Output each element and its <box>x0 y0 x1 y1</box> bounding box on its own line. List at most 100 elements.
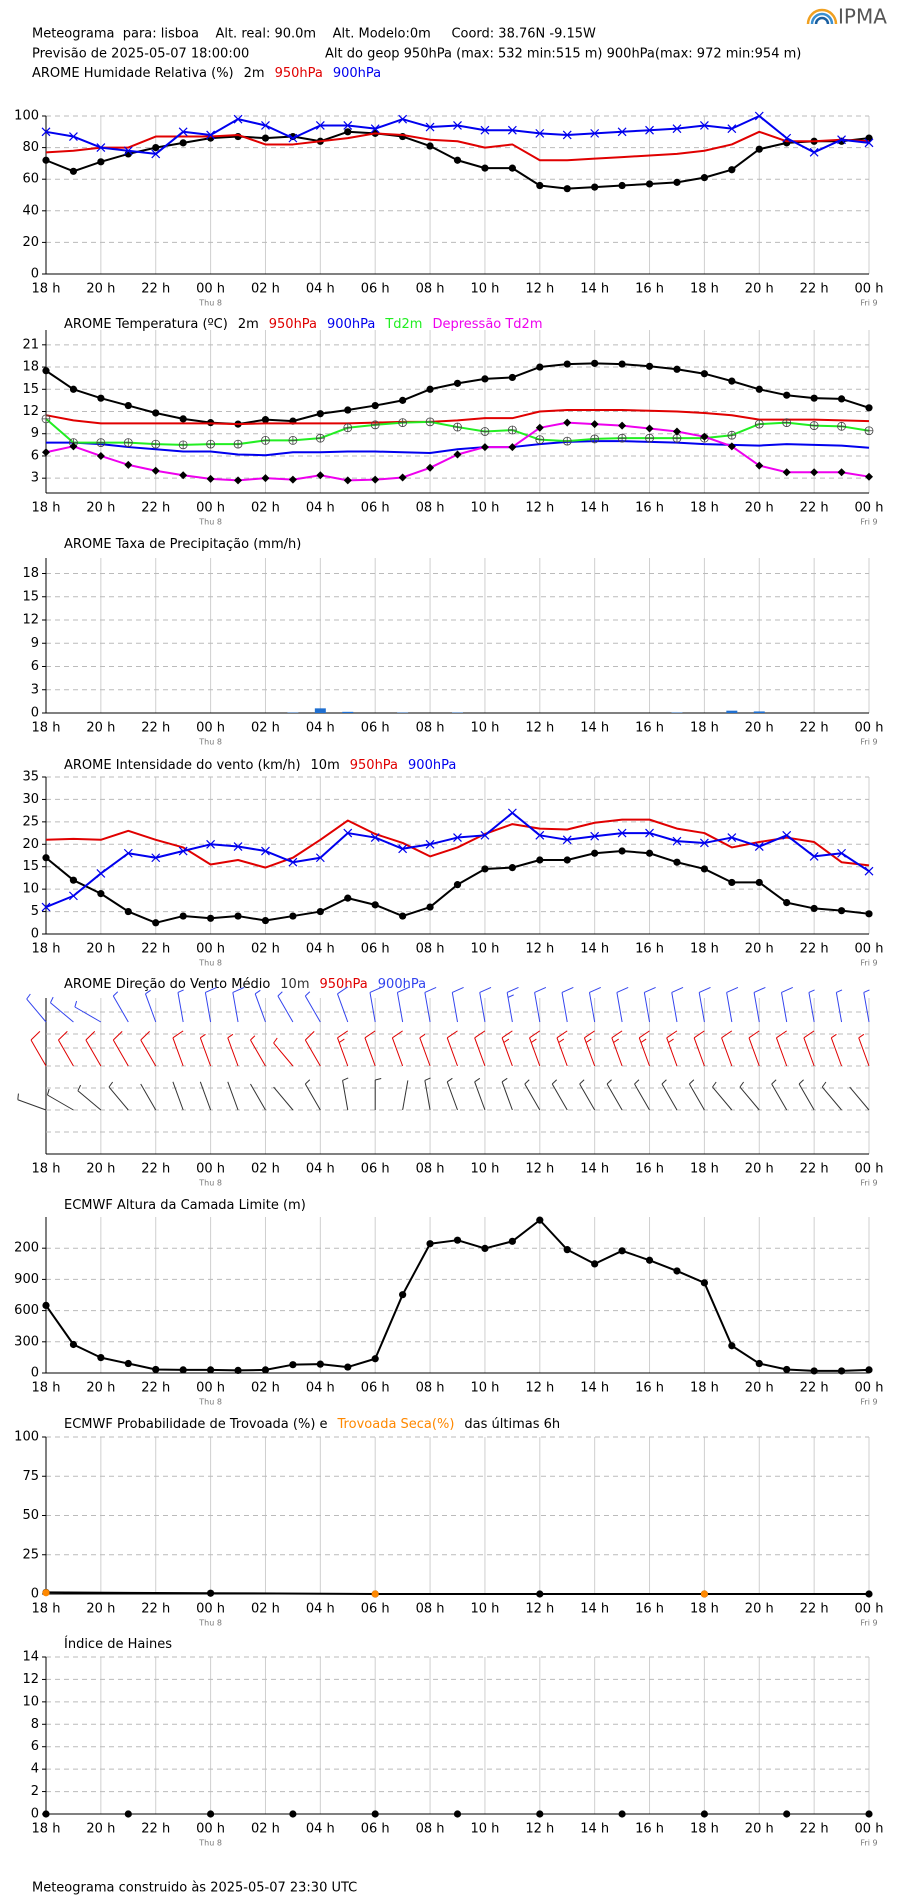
y-tick-label: 35 <box>22 770 39 785</box>
point <box>865 134 873 142</box>
y-tick-label: 18 <box>22 360 39 375</box>
point <box>535 435 545 445</box>
x-tick-label: 00 h <box>855 1822 884 1837</box>
point <box>865 404 873 412</box>
day-label: Thu 8 <box>198 1619 222 1628</box>
point <box>453 422 462 432</box>
x-tick-label: 22 h <box>800 282 829 297</box>
wind-barb <box>501 1077 513 1111</box>
legend-entry: 2m <box>238 317 259 332</box>
point <box>755 385 763 393</box>
point <box>700 865 709 873</box>
x-tick-label: 22 h <box>800 1381 829 1396</box>
point <box>371 475 380 484</box>
x-tick-label: 00 h <box>855 1602 884 1617</box>
point <box>179 1366 187 1374</box>
x-tick-label: 20 h <box>86 1822 115 1837</box>
wind-barb <box>277 991 294 1023</box>
point <box>837 395 846 403</box>
point <box>617 433 627 443</box>
point <box>865 910 873 918</box>
x-tick-label: 10 h <box>470 1822 499 1837</box>
x-tick-label: 22 h <box>141 1381 170 1396</box>
point <box>42 367 50 375</box>
panel-title: Índice de Haines <box>64 1636 172 1652</box>
wind-barb <box>579 1079 596 1111</box>
wind-barb <box>561 986 574 1023</box>
y-tick-label: 12 <box>22 404 39 419</box>
point <box>645 849 654 857</box>
wind-barb <box>666 1030 678 1067</box>
wind-barb <box>58 1031 74 1067</box>
x-tick-label: 14 h <box>580 942 609 957</box>
point <box>563 856 571 864</box>
x-tick-label: 14 h <box>580 501 609 516</box>
x-tick-label: 12 h <box>525 501 554 516</box>
point <box>618 181 626 190</box>
day-label: Thu 8 <box>198 738 222 747</box>
x-tick-label: 08 h <box>416 1381 445 1396</box>
x-tick-label: 16 h <box>635 282 664 297</box>
point <box>426 903 434 911</box>
wind-barb <box>835 989 843 1023</box>
wind-barb <box>364 1030 376 1067</box>
geopotential-info: Alt do geop 950hPa (max: 532 min:515 m) … <box>325 47 801 62</box>
point <box>453 450 462 459</box>
point <box>536 363 544 371</box>
day-label: Fri 9 <box>860 1619 877 1628</box>
x-tick-label: 22 h <box>141 282 170 297</box>
x-tick-label: 00 h <box>855 501 884 516</box>
y-tick-label: 100 <box>14 109 39 124</box>
point <box>618 1247 626 1255</box>
x-tick-label: 22 h <box>800 1602 829 1617</box>
wind-barb <box>254 989 266 1023</box>
point <box>124 460 133 469</box>
point <box>425 839 435 849</box>
wind-barb <box>369 986 382 1023</box>
wind-barb <box>524 1079 541 1111</box>
point <box>343 476 352 485</box>
x-tick-label: 10 h <box>470 282 499 297</box>
point <box>288 475 297 484</box>
y-tick-label: 6 <box>31 659 39 674</box>
x-tick-label: 04 h <box>306 1822 335 1837</box>
bar <box>726 710 738 713</box>
point <box>645 424 654 433</box>
title-text: Índice de Haines <box>64 1636 172 1652</box>
point <box>809 147 819 157</box>
x-tick-label: 08 h <box>416 282 445 297</box>
point <box>782 418 792 428</box>
x-tick-label: 06 h <box>361 942 390 957</box>
day-label: Fri 9 <box>860 738 877 747</box>
panel-title: AROME Taxa de Precipitação (mm/h) <box>64 537 301 552</box>
x-tick-label: 06 h <box>361 1381 390 1396</box>
legend-entry: 900hPa <box>408 758 456 773</box>
wind-barb <box>451 986 464 1023</box>
title-text: AROME Direção do Vento Médio <box>64 977 270 992</box>
point <box>152 409 160 417</box>
point <box>42 1810 50 1818</box>
title-text: AROME Humidade Relativa (%) <box>32 66 234 81</box>
point <box>810 468 819 477</box>
point <box>124 1810 132 1818</box>
point <box>41 902 51 912</box>
x-tick-label: 00 h <box>196 942 225 957</box>
wind-barb <box>402 1080 409 1111</box>
x-tick-label: 14 h <box>580 1162 609 1177</box>
point <box>673 178 681 186</box>
series-line <box>45 1591 869 1595</box>
x-tick-label: 22 h <box>141 1162 170 1177</box>
x-tick-label: 22 h <box>141 1602 170 1617</box>
point <box>344 1363 352 1371</box>
wind-barb <box>726 986 739 1023</box>
wind-barb <box>74 1000 102 1023</box>
x-tick-label: 20 h <box>745 1162 774 1177</box>
point <box>234 912 242 920</box>
y-tick-label: 5 <box>31 904 39 919</box>
point <box>178 127 188 137</box>
point <box>480 427 490 436</box>
point <box>507 425 517 435</box>
point <box>672 433 682 443</box>
x-tick-label: 20 h <box>86 501 115 516</box>
wind-barb <box>304 991 321 1023</box>
